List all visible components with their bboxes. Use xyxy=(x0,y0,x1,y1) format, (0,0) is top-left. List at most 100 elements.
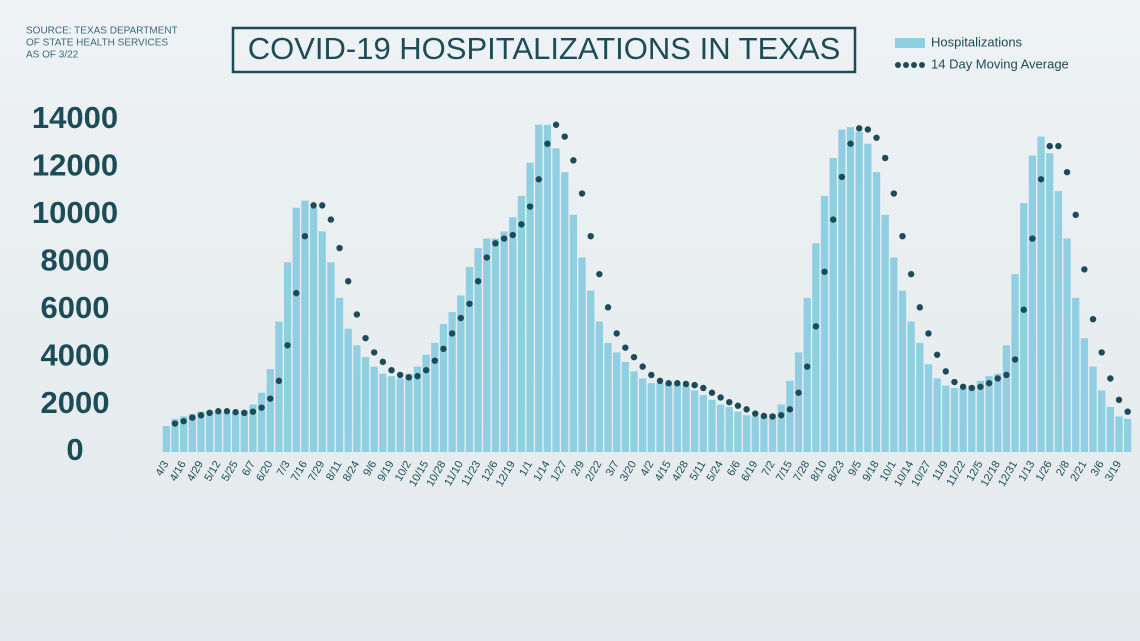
moving-average-dot xyxy=(570,157,577,164)
moving-average-dot xyxy=(717,394,724,401)
bar xyxy=(803,297,811,452)
bar xyxy=(613,352,621,452)
x-tick-label: 5/24 xyxy=(705,459,726,484)
x-tick-label: 1/26 xyxy=(1034,459,1055,484)
moving-average-dot xyxy=(1063,168,1071,176)
bar xyxy=(561,172,569,452)
x-tick-label: 5/11 xyxy=(688,459,709,483)
moving-average-dot xyxy=(301,233,309,240)
moving-average-dot xyxy=(526,203,534,210)
bar xyxy=(942,385,950,452)
moving-average-dot xyxy=(396,371,404,379)
x-tick-label: 4/16 xyxy=(168,459,189,484)
moving-average-dot xyxy=(630,353,638,361)
moving-average-dot xyxy=(682,380,690,388)
moving-average-dot xyxy=(215,408,222,415)
bar xyxy=(1063,238,1071,452)
moving-average-dot xyxy=(171,420,179,427)
moving-average-dot xyxy=(665,380,672,387)
bar xyxy=(361,357,370,452)
bar xyxy=(535,124,543,452)
y-tick-label: 10000 xyxy=(32,195,118,230)
moving-average-dot xyxy=(345,278,352,285)
bar xyxy=(309,207,318,452)
y-tick-label: 8000 xyxy=(41,242,110,277)
moving-average-dot xyxy=(925,330,932,337)
moving-average-dot xyxy=(336,244,343,252)
bar xyxy=(405,373,413,452)
bar xyxy=(231,412,240,452)
bar xyxy=(734,411,742,452)
bar xyxy=(1098,390,1106,452)
moving-average-dot xyxy=(561,133,568,140)
bar xyxy=(1046,153,1054,452)
moving-average-dot xyxy=(422,366,430,374)
bar xyxy=(786,380,794,452)
moving-average-dot xyxy=(362,334,369,342)
bar xyxy=(474,248,482,452)
moving-average-dot xyxy=(760,412,768,420)
bar xyxy=(162,425,170,452)
y-tick-label: 6000 xyxy=(41,290,110,325)
moving-average-dot xyxy=(786,406,794,413)
x-tick-label: 8/10 xyxy=(809,459,830,484)
moving-average-dot xyxy=(639,363,646,370)
bar xyxy=(526,162,534,452)
moving-average-dot xyxy=(1089,316,1097,323)
moving-average-dot xyxy=(864,126,872,133)
y-tick-label: 14000 xyxy=(32,100,118,135)
bar xyxy=(344,328,352,452)
moving-average-dot xyxy=(726,399,733,406)
bar xyxy=(716,404,725,452)
legend-label: 14 Day Moving Average xyxy=(931,56,1069,71)
bar xyxy=(855,131,863,452)
moving-average-dot xyxy=(985,380,993,387)
bar xyxy=(665,383,673,452)
moving-average-dot xyxy=(1098,349,1105,356)
bar xyxy=(578,257,586,452)
bar xyxy=(742,415,751,452)
moving-average-dot xyxy=(223,408,231,415)
moving-average-dot xyxy=(1046,142,1053,150)
x-tick-label: 4/29 xyxy=(185,459,206,484)
bar xyxy=(812,243,820,452)
bar xyxy=(249,404,257,452)
moving-average-dot xyxy=(769,413,776,420)
bar xyxy=(656,383,664,452)
bar xyxy=(881,214,889,452)
moving-average-dot xyxy=(431,357,439,364)
moving-average-dot xyxy=(1020,306,1027,313)
bar xyxy=(890,257,898,452)
legend-swatch xyxy=(919,62,925,68)
moving-average-dot xyxy=(587,233,594,240)
bar xyxy=(335,297,344,452)
moving-average-dot xyxy=(604,304,612,311)
x-tick-label: 6/19 xyxy=(739,459,760,484)
bar xyxy=(587,290,595,452)
x-tick-label: 7/15 xyxy=(774,459,795,484)
moving-average-dot xyxy=(1081,266,1088,273)
bar xyxy=(595,321,604,452)
bar xyxy=(838,129,846,452)
moving-average-dot xyxy=(899,233,906,240)
bar xyxy=(699,395,707,452)
moving-average-dot xyxy=(474,278,482,285)
moving-average-dot xyxy=(613,330,620,337)
x-tick-label: 9/18 xyxy=(861,459,882,484)
x-tick-label: 7/29 xyxy=(306,459,327,484)
bar xyxy=(968,385,976,452)
moving-average-dot xyxy=(968,384,975,392)
moving-average-dot xyxy=(795,389,802,396)
moving-average-dot xyxy=(535,176,542,183)
bar xyxy=(180,416,188,452)
x-tick-label: 9/19 xyxy=(376,459,397,484)
moving-average-dot xyxy=(959,383,967,390)
moving-average-dot xyxy=(1003,371,1010,379)
bar xyxy=(647,383,655,452)
bar xyxy=(907,321,915,452)
moving-average-dot xyxy=(319,202,326,209)
bar xyxy=(509,217,517,452)
moving-average-dot xyxy=(509,231,516,239)
moving-average-dot xyxy=(622,344,629,351)
